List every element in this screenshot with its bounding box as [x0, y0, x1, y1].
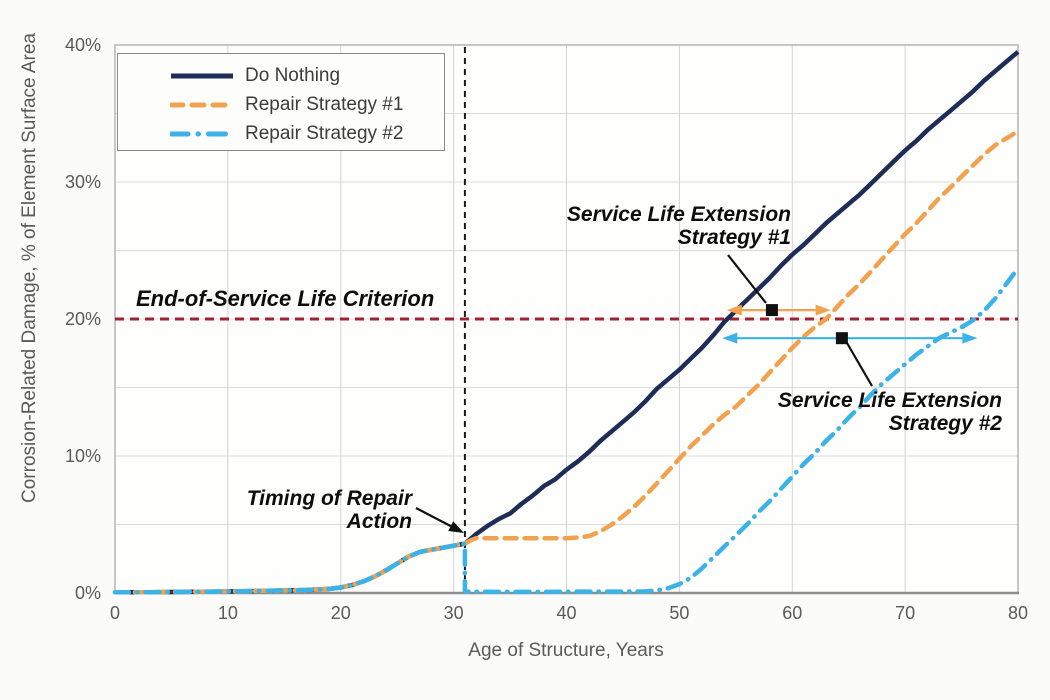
legend-line-sample: [170, 131, 234, 136]
leader-arrow-head-timing: [448, 521, 464, 533]
annotation-marker-square-sle1: [765, 304, 778, 317]
annotation-timing-of-repair-action: Timing of Repair Action: [247, 487, 412, 533]
y-tick-label: 10%: [64, 446, 101, 466]
annotation-text: Service Life Extension: [566, 203, 791, 226]
annotation-end-of-service-life-criterion: End-of-Service Life Criterion: [136, 286, 435, 311]
legend-label: Do Nothing: [245, 64, 341, 86]
x-tick-label: 80: [1007, 603, 1029, 623]
leader-line-timing: [415, 507, 456, 530]
annotation-text: End-of-Service Life Criterion: [136, 286, 435, 311]
x-tick-label: 40: [556, 603, 577, 623]
legend: Do Nothing Repair Strategy #1 Repair Strat…: [117, 53, 445, 151]
x-tick-label: 50: [669, 603, 690, 623]
arrow-head-sle2: [962, 332, 978, 344]
x-tick-label: 60: [782, 603, 803, 623]
y-axis-title: Corrosion-Related Damage, % of Element S…: [19, 33, 40, 503]
x-tick-label: 0: [109, 603, 120, 623]
y-tick-label: 40%: [64, 35, 101, 55]
legend-item-do-nothing: Do Nothing: [170, 61, 444, 90]
arrow-head-sle1: [726, 304, 742, 316]
legend-label: Repair Strategy #1: [245, 93, 404, 115]
x-tick-label: 30: [443, 603, 464, 623]
annotation-text: Strategy #2: [888, 412, 1002, 436]
legend-line-sample: [171, 73, 233, 78]
annotation-text: Strategy #1: [677, 226, 791, 250]
leader-line-sle1: [727, 254, 767, 304]
annotation-text: Service Life Extension: [777, 389, 1002, 412]
y-tick-label: 0%: [74, 583, 101, 603]
leader-line-sle2: [846, 342, 873, 387]
annotation-marker-square-sle2: [835, 332, 848, 345]
x-tick-label: 10: [217, 603, 238, 623]
legend-item-repair-strategy-2: Repair Strategy #2: [170, 119, 444, 148]
x-tick-label: 70: [895, 603, 916, 623]
annotation-service-life-extension-2: Service Life Extension Strategy #2: [778, 389, 1002, 435]
legend-line-sample: [170, 102, 234, 107]
series-line-repair-strategy-2: [112, 266, 1021, 595]
arrow-head-sle1: [815, 304, 831, 316]
arrow-head-sle2: [722, 332, 738, 344]
annotation-text: Action: [346, 510, 412, 534]
legend-label: Repair Strategy #2: [245, 122, 404, 144]
x-tick-label: 20: [330, 603, 351, 623]
y-tick-label: 20%: [64, 309, 101, 329]
x-axis-title: Age of Structure, Years: [468, 640, 664, 661]
legend-item-repair-strategy-1: Repair Strategy #1: [170, 90, 444, 119]
annotation-service-life-extension-1: Service Life Extension Strategy #1: [567, 203, 791, 249]
annotation-text: Timing of Repair: [246, 487, 412, 510]
y-tick-label: 30%: [64, 172, 101, 192]
